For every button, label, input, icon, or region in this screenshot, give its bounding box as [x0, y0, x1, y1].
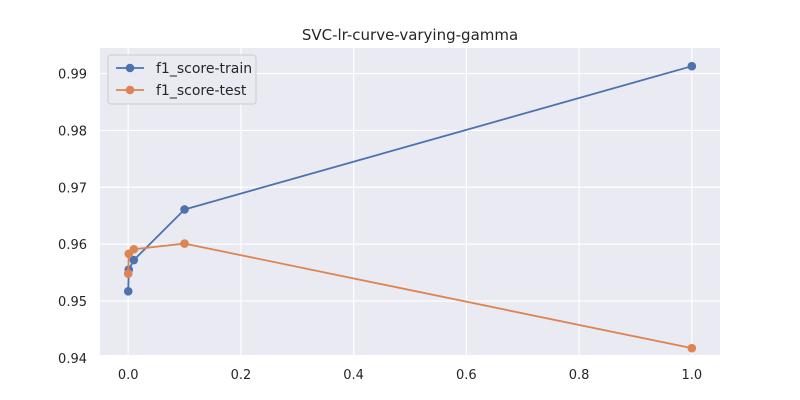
legend-item-test[interactable]: f1_score-test — [116, 83, 247, 99]
y-tick-label: 0.96 — [58, 238, 87, 253]
y-tick-label: 0.99 — [58, 68, 87, 83]
y-tick-label: 0.95 — [58, 295, 87, 310]
x-tick-label: 0.4 — [343, 368, 364, 383]
x-tick-label: 1.0 — [681, 368, 702, 383]
data-point — [180, 239, 189, 248]
x-tick-label: 0.0 — [118, 368, 139, 383]
series-test — [123, 239, 697, 353]
legend-item-train[interactable]: f1_score-train — [116, 61, 252, 77]
legend-marker-train — [125, 63, 135, 73]
x-tick-label: 0.8 — [569, 368, 590, 383]
chart-title: SVC-lr-curve-varying-gamma — [302, 26, 518, 44]
legend-marker-test — [125, 85, 135, 95]
data-point — [129, 244, 139, 254]
legend[interactable]: f1_score-train f1_score-test — [107, 54, 257, 105]
grid-lines — [100, 48, 720, 359]
legend-label-train: f1_score-train — [156, 61, 252, 77]
legend-label-test: f1_score-test — [156, 83, 247, 99]
data-point — [129, 255, 139, 265]
y-tick-label: 0.97 — [58, 181, 87, 196]
data-point — [180, 205, 189, 214]
legend-box — [107, 54, 257, 105]
data-point — [123, 269, 133, 279]
y-tick-label: 0.98 — [58, 124, 87, 139]
x-tick-label: 0.2 — [231, 368, 252, 383]
series-layer — [123, 61, 697, 353]
data-point — [687, 343, 697, 353]
x-axis-ticks: 0.0 0.2 0.4 0.6 0.8 1.0 — [118, 368, 702, 383]
x-tick-label: 0.6 — [456, 368, 477, 383]
y-axis-ticks: 0.94 0.95 0.96 0.97 0.98 0.99 — [58, 68, 87, 367]
y-tick-label: 0.94 — [58, 352, 87, 367]
data-point — [123, 287, 133, 296]
data-point — [687, 61, 697, 71]
